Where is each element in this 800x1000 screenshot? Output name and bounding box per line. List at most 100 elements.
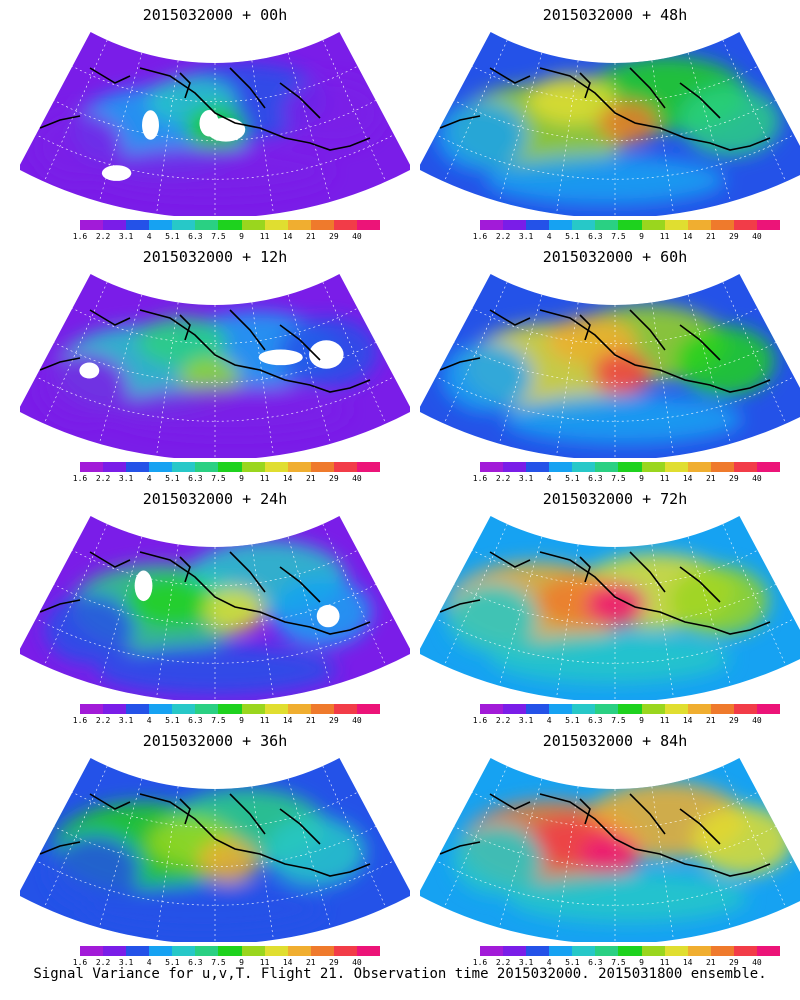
colorbar-swatch bbox=[572, 462, 596, 472]
colorbar-swatch bbox=[310, 946, 334, 956]
colorbar-label: 3.1 bbox=[118, 958, 134, 967]
colorbar-label: 2.2 bbox=[495, 716, 511, 725]
colorbar: 1.6 2.2 3.1 4 5.1 6.3 7.5 9 11 14 21 29 40 bbox=[473, 462, 781, 483]
colorbar-label: 11 bbox=[659, 716, 670, 725]
colorbar-swatch bbox=[756, 946, 781, 956]
forecast-panel: 2015032000 + 48h 1.6 2.2 3.1 4 5.1 6.3 7.5 9 11 14… bbox=[420, 6, 800, 256]
colorbar-swatch bbox=[618, 704, 642, 714]
colorbar-label: 14 bbox=[682, 232, 693, 241]
colorbar-label: 1.6 bbox=[72, 474, 88, 483]
colorbar-label: 11 bbox=[659, 232, 670, 241]
colorbar-swatch bbox=[572, 946, 596, 956]
colorbar-swatch bbox=[687, 704, 711, 714]
colorbar-swatch bbox=[756, 220, 781, 230]
colorbar-label: 3.1 bbox=[518, 474, 534, 483]
colorbar-swatch bbox=[733, 462, 757, 472]
forecast-panel: 2015032000 + 72h 1.6 2.2 3.1 4 5.1 6.3 7.5 9 11 14… bbox=[420, 490, 800, 740]
colorbar-swatch bbox=[710, 220, 734, 230]
panel-title: 2015032000 + 72h bbox=[542, 490, 688, 508]
colorbar-label: 40 bbox=[752, 232, 762, 241]
polar-variance-map bbox=[20, 31, 410, 216]
colorbar-swatch bbox=[287, 220, 311, 230]
colorbar-swatch bbox=[264, 946, 288, 956]
colorbar-swatch bbox=[687, 462, 711, 472]
colorbar-swatch bbox=[549, 462, 573, 472]
colorbar-swatch bbox=[733, 946, 757, 956]
colorbar-label: 4 bbox=[546, 958, 552, 967]
colorbar-label: 3.1 bbox=[118, 474, 134, 483]
colorbar-label: 11 bbox=[259, 232, 270, 241]
colorbar-label: 1.6 bbox=[472, 716, 488, 725]
colorbar-swatch bbox=[126, 704, 150, 714]
colorbar-swatch bbox=[710, 704, 734, 714]
colorbar: 1.6 2.2 3.1 4 5.1 6.3 7.5 9 11 14 21 29 40 bbox=[73, 946, 381, 967]
colorbar-label: 5.1 bbox=[565, 716, 580, 725]
colorbar-swatch bbox=[480, 462, 504, 472]
colorbar-label: 11 bbox=[259, 474, 270, 483]
colorbar-label: 6.3 bbox=[588, 232, 603, 241]
colorbar-label: 4 bbox=[546, 716, 552, 725]
colorbar-label: 3.1 bbox=[518, 716, 534, 725]
colorbar-label: 6.3 bbox=[588, 474, 603, 483]
colorbar-swatch bbox=[103, 946, 127, 956]
colorbar-label: 7.5 bbox=[211, 232, 226, 241]
colorbar-label: 2.2 bbox=[95, 958, 111, 967]
colorbar-swatch bbox=[287, 704, 311, 714]
colorbar-swatch bbox=[664, 462, 688, 472]
panel-title: 2015032000 + 12h bbox=[142, 248, 288, 266]
forecast-panel: 2015032000 + 00h 1.6 2.2 3.1 4 5.1 6.3 7.5 9 11 14… bbox=[20, 6, 410, 256]
colorbar-label: 29 bbox=[329, 474, 339, 483]
colorbar-label: 2.2 bbox=[495, 958, 511, 967]
colorbar-swatch bbox=[595, 946, 619, 956]
colorbar-label: 5.1 bbox=[165, 958, 180, 967]
colorbar-label: 7.5 bbox=[211, 958, 226, 967]
colorbar-swatch bbox=[595, 462, 619, 472]
colorbar-label: 29 bbox=[729, 958, 739, 967]
colorbar-swatch bbox=[218, 704, 242, 714]
colorbar: 1.6 2.2 3.1 4 5.1 6.3 7.5 9 11 14 21 29 40 bbox=[473, 220, 781, 241]
colorbar-label: 5.1 bbox=[165, 474, 180, 483]
colorbar-label: 6.3 bbox=[588, 958, 603, 967]
colorbar-label: 21 bbox=[705, 716, 716, 725]
polar-variance-map bbox=[20, 757, 410, 942]
colorbar-swatch bbox=[526, 220, 550, 230]
colorbar-swatch bbox=[710, 462, 734, 472]
colorbar-label: 6.3 bbox=[188, 474, 203, 483]
colorbar-swatch bbox=[195, 220, 219, 230]
colorbar-swatch bbox=[549, 704, 573, 714]
polar-variance-map bbox=[20, 515, 410, 700]
colorbar-swatch bbox=[687, 946, 711, 956]
colorbar-swatch bbox=[641, 220, 665, 230]
colorbar-swatch bbox=[80, 462, 104, 472]
colorbar-label: 29 bbox=[729, 232, 739, 241]
colorbar-label: 14 bbox=[282, 232, 293, 241]
colorbar-swatch bbox=[310, 704, 334, 714]
colorbar-label: 21 bbox=[705, 958, 716, 967]
colorbar-swatch bbox=[595, 704, 619, 714]
panel-title: 2015032000 + 48h bbox=[542, 6, 688, 24]
panel-title: 2015032000 + 60h bbox=[542, 248, 688, 266]
colorbar-label: 7.5 bbox=[611, 716, 626, 725]
forecast-panel: 2015032000 + 36h 1.6 2.2 3.1 4 5.1 6.3 7.5 9 11 14… bbox=[20, 732, 410, 982]
colorbar-label: 4 bbox=[146, 958, 152, 967]
colorbar-label: 1.6 bbox=[472, 474, 488, 483]
colorbar-swatch bbox=[218, 462, 242, 472]
colorbar-swatch bbox=[264, 220, 288, 230]
colorbar-swatch bbox=[756, 704, 781, 714]
colorbar-swatch bbox=[333, 946, 357, 956]
colorbar-swatch bbox=[503, 946, 527, 956]
colorbar-swatch bbox=[172, 946, 196, 956]
colorbar-swatch bbox=[480, 220, 504, 230]
colorbar-swatch bbox=[333, 704, 357, 714]
colorbar-label: 3.1 bbox=[518, 958, 534, 967]
colorbar-label: 14 bbox=[682, 958, 693, 967]
colorbar-label: 7.5 bbox=[611, 474, 626, 483]
colorbar-swatch bbox=[241, 946, 265, 956]
colorbar-label: 7.5 bbox=[611, 232, 626, 241]
colorbar-label: 29 bbox=[329, 232, 339, 241]
colorbar-label: 5.1 bbox=[565, 958, 580, 967]
colorbar-swatch bbox=[733, 220, 757, 230]
colorbar-swatch bbox=[618, 462, 642, 472]
colorbar-label: 5.1 bbox=[565, 474, 580, 483]
colorbar-swatch bbox=[241, 704, 265, 714]
